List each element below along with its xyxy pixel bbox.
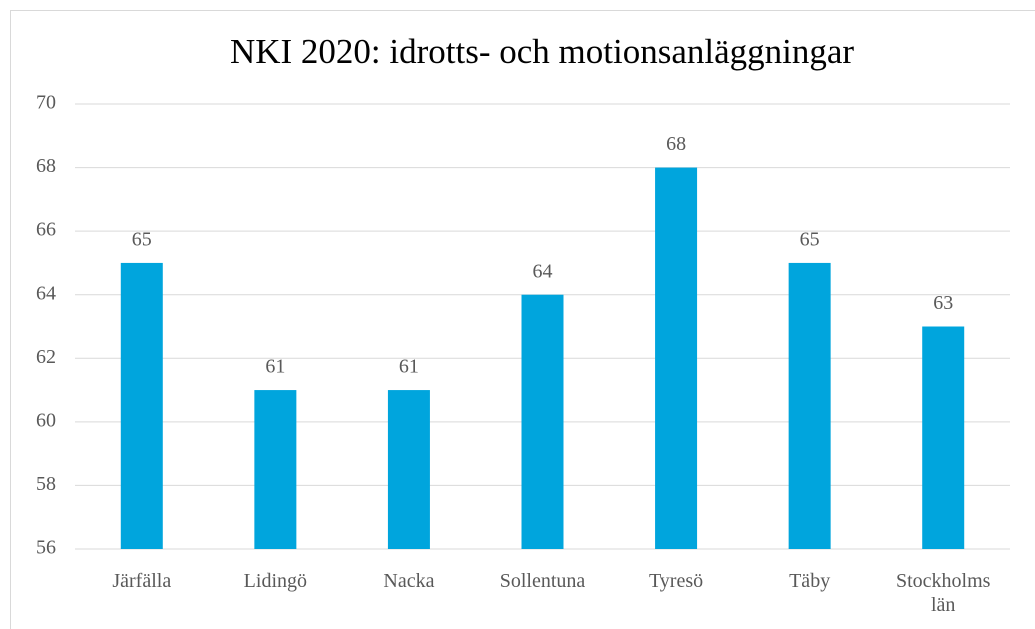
bar [521,294,564,549]
x-tick-label: Stockholms län [895,570,991,616]
y-tick-label: 66 [36,219,56,241]
bar [387,390,430,549]
x-tick-label: Nacka [383,570,435,592]
chart-title: NKI 2020: idrotts- och motionsanläggning… [230,32,854,71]
y-tick-label: 58 [36,473,56,495]
chart-frame [10,10,1035,629]
x-tick-label: Täby [789,570,831,592]
x-tick-label: Sollentuna [499,570,586,592]
bar [922,326,965,549]
y-tick-label: 56 [36,537,56,559]
data-label: 64 [533,260,553,282]
x-tick-label: Tyresö [648,570,704,592]
data-label: 61 [399,356,419,378]
bar [120,262,163,549]
y-tick-label: 62 [36,346,56,368]
y-tick-label: 70 [36,92,56,114]
data-label: 63 [933,292,953,314]
x-tick-label: Järfälla [112,570,172,592]
y-tick-label: 68 [36,155,56,177]
bar [254,390,297,549]
y-tick-label: 60 [36,409,56,431]
x-tick-label: Lidingö [243,570,308,592]
data-label: 68 [666,133,686,155]
y-tick-label: 64 [36,282,56,304]
bar [788,262,831,549]
data-label: 61 [265,356,285,378]
bar [655,167,698,550]
data-label: 65 [132,229,152,251]
data-label: 65 [800,229,820,251]
